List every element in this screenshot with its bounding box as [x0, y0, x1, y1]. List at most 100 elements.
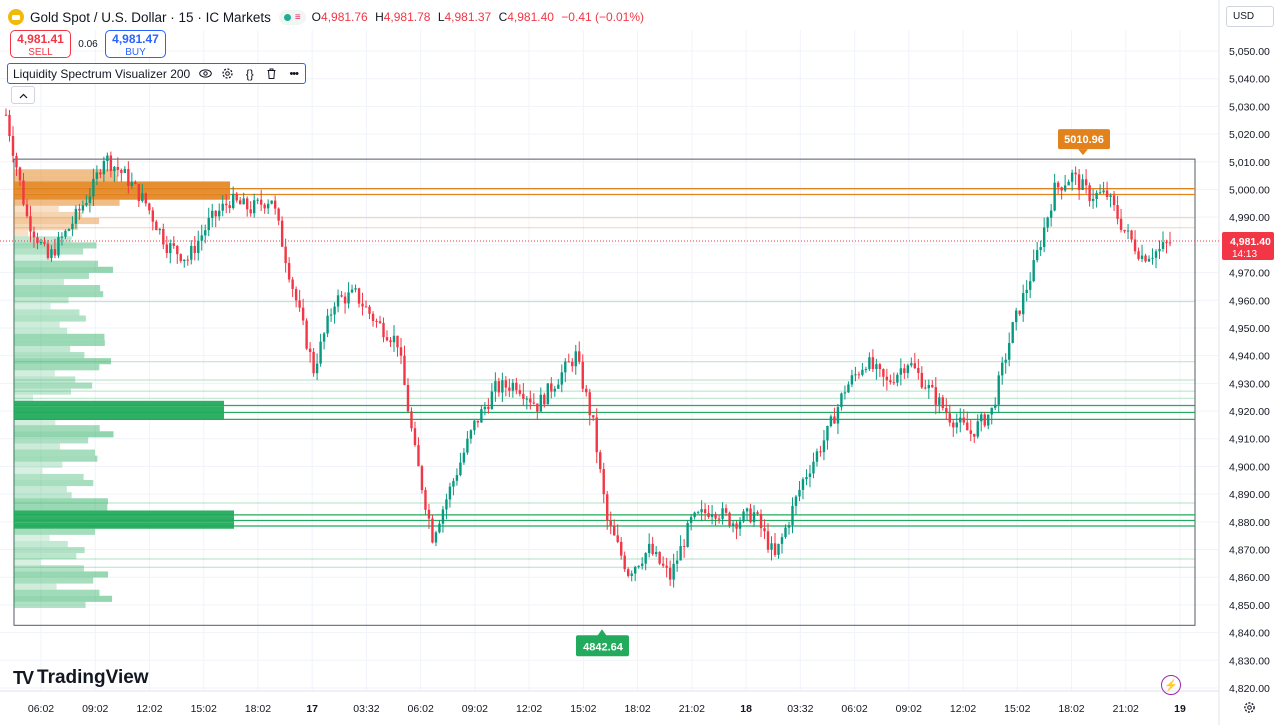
liquidity-profile-bar [14, 595, 113, 602]
candle-body [385, 337, 389, 341]
buy-button[interactable]: 4,981.47 BUY [105, 30, 166, 58]
symbol-title[interactable]: Gold Spot / U.S. Dollar · 15 · IC Market… [30, 9, 271, 25]
candle-body [738, 521, 742, 529]
market-status-badge[interactable]: ≡ [278, 9, 306, 25]
candle-body [504, 380, 508, 388]
candle-body [50, 249, 53, 258]
candle-body [721, 508, 724, 519]
candle-body [36, 237, 39, 244]
gear-icon[interactable] [1240, 698, 1258, 716]
candle-body [822, 440, 826, 453]
candle-body [438, 523, 441, 533]
candle-body [1123, 229, 1126, 232]
candle-body [64, 230, 67, 237]
candle-body [1056, 182, 1060, 188]
candle-body [235, 193, 238, 201]
indicator-legend[interactable]: Liquidity Spectrum Visualizer 200 {} ••• [7, 63, 307, 84]
lightning-icon[interactable]: ⚡ [1161, 675, 1181, 695]
x-tick-label: 09:02 [896, 703, 922, 715]
candle-body [892, 382, 896, 384]
candle-body [39, 242, 43, 244]
candle-body [871, 357, 875, 369]
candle-body [990, 407, 993, 415]
liquidity-profile-bar [14, 601, 86, 608]
liquidity-profile-bar [14, 510, 234, 517]
sell-button[interactable]: 4,981.41 SELL [10, 30, 71, 58]
candle-body [1001, 362, 1004, 376]
liquidity-profile-bar [14, 449, 95, 456]
last-price-tag [1222, 231, 1274, 260]
y-tick-label: 5,010.00 [1229, 157, 1270, 169]
candle-body [1137, 251, 1140, 259]
candle-body [109, 155, 113, 171]
candle-body [403, 355, 406, 385]
currency-selector[interactable]: USD [1226, 6, 1274, 27]
candle-body [172, 243, 175, 246]
candle-body [927, 384, 931, 389]
candle-body [214, 210, 217, 217]
candle-body [938, 397, 941, 405]
candle-body [336, 295, 340, 307]
candle-body [592, 415, 595, 418]
candle-body [1091, 198, 1095, 201]
candle-body [1140, 255, 1144, 259]
candle-body [378, 321, 382, 323]
candle-body [1130, 230, 1133, 240]
liquidity-profile-bar [14, 565, 84, 572]
candle-body [284, 246, 287, 264]
candle-body [357, 288, 361, 304]
candle-body [1102, 190, 1105, 193]
candle-body [637, 565, 640, 567]
liquidity-profile-bar [14, 199, 120, 206]
candle-body [329, 314, 333, 316]
x-tick-label: 12:02 [516, 703, 542, 715]
candle-body [1039, 247, 1042, 251]
eye-icon[interactable] [199, 67, 213, 80]
liquidity-profile-bar [14, 187, 230, 194]
candle-body [878, 364, 882, 370]
candle-body [696, 512, 700, 514]
candle-body [1025, 289, 1028, 294]
indicator-param: 200 [170, 66, 191, 81]
candle-body [728, 512, 731, 526]
candle-body [620, 541, 623, 556]
candle-body [557, 384, 560, 389]
candle-body [291, 279, 294, 289]
candle-body [15, 155, 18, 168]
candle-body [1109, 195, 1112, 197]
y-tick-label: 4,920.00 [1229, 406, 1270, 418]
candle-body [4, 114, 8, 116]
candle-body [689, 517, 693, 524]
more-icon[interactable]: ••• [289, 67, 299, 80]
candle-body [252, 200, 256, 214]
liquidity-profile-bar [14, 169, 117, 176]
candle-body [333, 306, 336, 315]
liquidity-profile-bar [14, 193, 230, 200]
liquidity-profile-bar [14, 376, 76, 383]
candle-body [602, 469, 605, 495]
x-tick-label: 15:02 [1004, 703, 1030, 715]
candle-body [983, 414, 986, 426]
tradingview-logo[interactable]: TV TradingView [13, 667, 149, 688]
candle-body [1011, 322, 1014, 344]
candle-body [396, 335, 399, 348]
candle-body [382, 322, 385, 338]
liquidity-profile-bar [14, 175, 118, 182]
candle-body [137, 183, 141, 202]
candle-body [553, 388, 556, 392]
candle-body [81, 205, 85, 211]
collapse-legend-button[interactable] [11, 86, 35, 104]
trash-icon[interactable] [265, 67, 278, 80]
candle-body [1119, 218, 1123, 230]
candle-body [102, 160, 106, 175]
candle-body [263, 204, 266, 209]
candle-body [350, 289, 354, 293]
candle-body [976, 421, 979, 437]
source-code-icon[interactable]: {} [245, 66, 254, 81]
candle-body [794, 496, 798, 506]
candle-body [455, 475, 459, 481]
candle-body [1144, 255, 1147, 262]
settings-icon[interactable] [221, 67, 234, 80]
candle-body [910, 363, 913, 366]
